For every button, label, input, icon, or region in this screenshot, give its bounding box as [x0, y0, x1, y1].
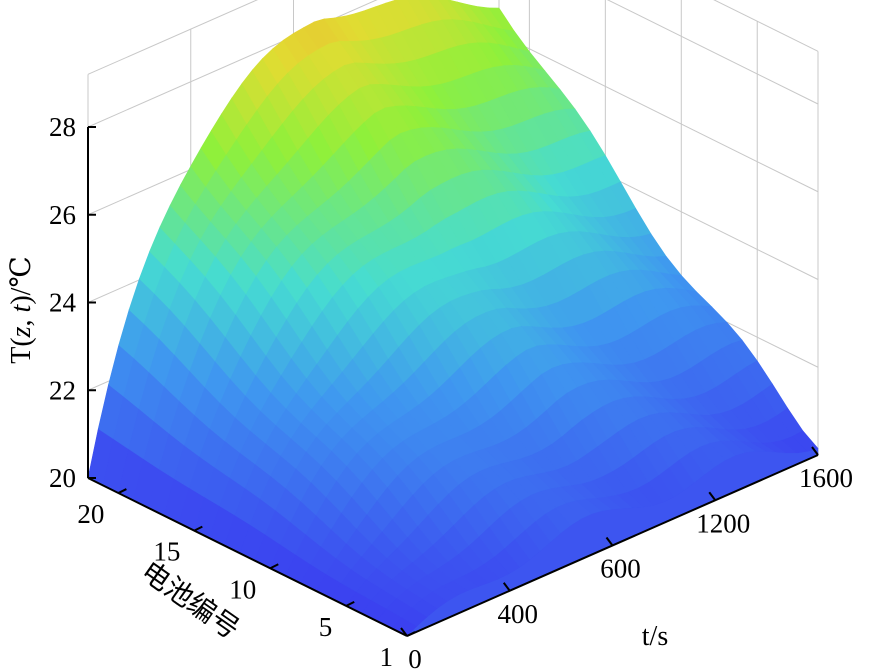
y-tick-label: 5: [319, 612, 333, 642]
x-tick-label: 0: [408, 644, 422, 670]
x-axis-label: t/s: [642, 621, 668, 652]
x-tick-mark: [811, 446, 819, 456]
x-tick-mark: [502, 582, 511, 592]
z-axis-label-var2: t: [6, 303, 37, 312]
z-axis-ticks: 20 22 24 26 28: [49, 112, 96, 493]
z-tick-label: 26: [49, 200, 76, 230]
y-tick-mark: [117, 488, 127, 494]
grid-line-temp: [87, 0, 819, 128]
y-tick-label: 15: [153, 537, 180, 567]
x-tick-mark: [605, 536, 614, 547]
z-axis-label-var1: z: [6, 326, 37, 338]
z-tick-label: 24: [49, 288, 77, 318]
y-tick-label: 20: [77, 499, 104, 529]
y-tick-mark: [193, 525, 203, 532]
y-tick-label: 1: [380, 642, 394, 670]
y-axis-line: [87, 477, 408, 637]
x-axis-ticks: 0 400 600 1200 1600: [400, 446, 853, 670]
x-tick-label: 1200: [696, 508, 750, 538]
z-tick-label: 22: [49, 375, 76, 405]
temperature-surface: [87, 0, 819, 637]
z-axis-label: T(z, t)/℃: [6, 256, 37, 364]
z-axis-label-base: T(: [6, 337, 37, 363]
x-tick-label: 600: [600, 554, 641, 584]
x-tick-mark: [400, 627, 408, 637]
z-axis-label-sep: ,: [6, 312, 37, 326]
y-tick-mark: [345, 601, 355, 607]
x-tick-mark: [708, 491, 717, 501]
x-tick-label: 400: [498, 599, 539, 629]
grid-line-temp: [87, 0, 819, 75]
y-tick-mark: [269, 563, 279, 570]
x-tick-label: 1600: [799, 463, 853, 493]
z-tick-label: 20: [49, 463, 76, 493]
z-tick-label: 28: [49, 112, 76, 142]
y-tick-mark: [406, 631, 416, 637]
y-tick-label: 10: [229, 574, 256, 604]
z-axis-label-unit: )/℃: [6, 256, 37, 304]
